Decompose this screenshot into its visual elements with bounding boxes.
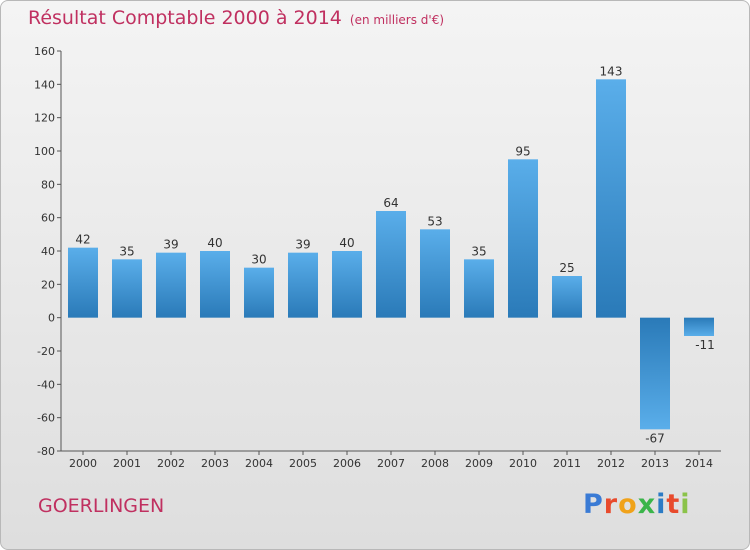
bars — [68, 79, 714, 430]
logo-letter: P — [583, 489, 604, 520]
chart-subtitle: (en milliers d'€) — [349, 13, 445, 27]
chart-title: Résultat Comptable 2000 à 2014 (en millie… — [28, 7, 444, 29]
bar — [332, 251, 362, 318]
data-label: 53 — [427, 214, 442, 228]
data-label: -67 — [645, 431, 665, 445]
y-tick-label: 140 — [34, 78, 55, 91]
y-tick-label: -20 — [37, 345, 55, 358]
x-tick-label: 2004 — [245, 457, 273, 470]
data-label: 143 — [600, 64, 623, 78]
bar — [156, 252, 186, 318]
data-label: -11 — [695, 338, 715, 352]
x-tick-label: 2014 — [685, 457, 713, 470]
x-tick-label: 2010 — [509, 457, 537, 470]
data-label: 35 — [471, 244, 486, 258]
x-tick-label: 2006 — [333, 457, 361, 470]
data-label: 25 — [559, 261, 574, 275]
y-tick-label: -60 — [37, 412, 55, 425]
x-tick-label: 2007 — [377, 457, 405, 470]
bar — [640, 317, 670, 430]
x-tick-label: 2012 — [597, 457, 625, 470]
y-tick-label: 100 — [34, 145, 55, 158]
bar — [684, 317, 714, 336]
commune-name: GOERLINGEN — [38, 495, 165, 517]
proxiti-logo[interactable]: Proxiti — [583, 489, 691, 520]
x-tick-label: 2009 — [465, 457, 493, 470]
data-label: 35 — [119, 244, 134, 258]
x-tick-label: 2011 — [553, 457, 581, 470]
data-label: 39 — [163, 238, 178, 252]
y-tick-label: -80 — [37, 445, 55, 458]
logo-letter: i — [656, 489, 667, 520]
bar — [112, 259, 142, 318]
x-tick-label: 2005 — [289, 457, 317, 470]
x-tick-label: 2002 — [157, 457, 185, 470]
logo-letter: r — [603, 489, 619, 520]
logo-letter: i — [680, 489, 691, 520]
logo-letter: x — [637, 489, 657, 520]
bar — [68, 247, 98, 318]
labels: 42 35 39 40 30 39 40 64 53 35 95 25 143 -67 -11 — [75, 64, 714, 445]
bar — [244, 267, 274, 318]
x-tick-label: 2003 — [201, 457, 229, 470]
y-tick-label: 40 — [41, 245, 55, 258]
bar — [552, 276, 582, 318]
bar — [508, 159, 538, 318]
y-tick-label: 80 — [41, 178, 55, 191]
data-label: 42 — [75, 233, 90, 247]
bar — [420, 229, 450, 318]
bar — [376, 211, 406, 318]
y-tick-label: -40 — [37, 378, 55, 391]
axes: -80 -60 -40 -20 0 20 40 60 80 100 120 140 160 2000 200… — [34, 45, 721, 470]
logo-letter: o — [618, 489, 638, 520]
x-tick-label: 2001 — [113, 457, 141, 470]
y-tick-label: 120 — [34, 112, 55, 125]
bar — [288, 252, 318, 318]
data-label: 40 — [339, 236, 354, 250]
x-tick-label: 2008 — [421, 457, 449, 470]
data-label: 30 — [251, 253, 266, 267]
y-tick-label: 0 — [48, 312, 55, 325]
data-label: 40 — [207, 236, 222, 250]
y-tick-label: 60 — [41, 212, 55, 225]
bar — [596, 79, 626, 318]
x-tick-label: 2013 — [641, 457, 669, 470]
logo-letter: t — [666, 489, 681, 520]
data-label: 95 — [515, 144, 530, 158]
bar — [464, 259, 494, 318]
x-tick-label: 2000 — [69, 457, 97, 470]
data-label: 64 — [383, 196, 398, 210]
data-label: 39 — [295, 238, 310, 252]
chart-title-text: Résultat Comptable 2000 à 2014 — [28, 7, 342, 29]
y-tick-label: 160 — [34, 45, 55, 58]
y-tick-label: 20 — [41, 278, 55, 291]
bar — [200, 251, 230, 318]
